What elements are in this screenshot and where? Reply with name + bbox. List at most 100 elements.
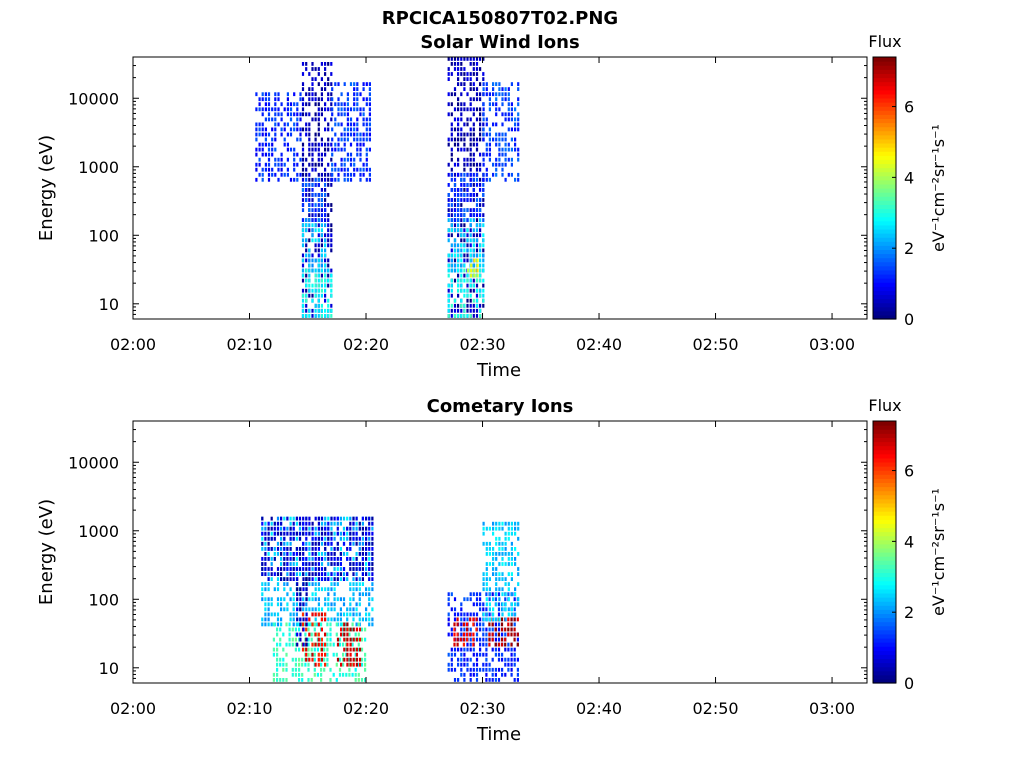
colorbar-step <box>873 474 896 479</box>
flux-cell <box>283 541 286 546</box>
flux-cell <box>276 582 280 586</box>
flux-cell <box>299 597 302 602</box>
flux-cell <box>282 662 285 667</box>
flux-cell <box>327 92 330 97</box>
flux-cell <box>305 102 308 107</box>
flux-cell <box>349 627 352 632</box>
flux-cell <box>352 597 355 602</box>
flux-cell <box>330 617 333 622</box>
flux-cell <box>457 243 460 248</box>
flux-cell <box>492 87 495 91</box>
flux-cell <box>317 557 320 561</box>
flux-cell <box>311 258 314 263</box>
flux-cell <box>355 637 358 642</box>
flux-cell <box>352 557 355 561</box>
flux-cell <box>358 567 361 571</box>
flux-cell <box>457 77 460 81</box>
flux-cell <box>453 107 457 112</box>
flux-cell <box>495 137 498 142</box>
flux-cell <box>336 521 339 526</box>
flux-cell <box>324 521 327 526</box>
flux-cell <box>469 678 472 682</box>
flux-cell <box>264 612 267 617</box>
flux-cell <box>463 198 466 202</box>
flux-cell <box>488 147 491 152</box>
flux-cell <box>343 142 346 147</box>
flux-cell <box>466 162 469 167</box>
flux-cell <box>299 137 302 142</box>
flux-cell <box>472 637 475 642</box>
flux-cell <box>292 562 295 566</box>
flux-cell <box>469 152 472 157</box>
flux-cell <box>346 531 349 536</box>
flux-cell <box>475 278 479 283</box>
flux-cell <box>317 177 320 182</box>
flux-cell <box>472 592 475 597</box>
colorbar-step <box>873 200 896 205</box>
flux-cell <box>466 243 469 248</box>
flux-cell <box>469 283 472 288</box>
flux-cell <box>317 607 320 612</box>
flux-cell <box>501 122 504 127</box>
flux-cell <box>450 253 453 258</box>
flux-cell <box>485 152 488 157</box>
plot-frame <box>132 56 868 320</box>
flux-cell <box>308 137 311 142</box>
flux-cell <box>296 162 299 167</box>
colorbar-frame <box>872 56 897 320</box>
flux-cell <box>295 562 298 566</box>
flux-cell <box>289 117 293 122</box>
flux-cell <box>491 657 494 662</box>
flux-cell <box>333 516 336 521</box>
flux-cell <box>507 592 510 597</box>
flux-cell <box>307 667 310 672</box>
flux-cell <box>475 253 479 258</box>
flux-cell <box>296 122 299 127</box>
flux-cell <box>482 541 485 546</box>
flux-cell <box>469 253 472 258</box>
flux-cell <box>498 552 501 556</box>
flux-cell <box>327 516 330 521</box>
flux-cell <box>274 112 277 117</box>
flux-cell <box>342 662 345 667</box>
flux-cell <box>482 243 485 248</box>
flux-cell <box>482 253 485 258</box>
flux-cell <box>332 652 335 657</box>
flux-cell <box>447 308 450 313</box>
y-axis-label: Energy (eV) <box>36 135 57 241</box>
flux-cell <box>324 288 327 293</box>
flux-cell <box>340 102 343 107</box>
flux-cell <box>305 567 308 571</box>
flux-cell <box>453 627 456 632</box>
x-tick-label: 02:30 <box>459 699 505 718</box>
flux-cell <box>346 572 349 576</box>
flux-cell <box>298 622 301 627</box>
flux-cell <box>261 562 264 566</box>
flux-cell <box>331 137 334 142</box>
flux-cell <box>291 672 294 677</box>
flux-cell <box>466 303 469 308</box>
flux-cell <box>308 597 311 602</box>
flux-cell <box>513 662 516 667</box>
flux-cell <box>314 547 317 551</box>
flux-cell <box>320 303 323 308</box>
colorbar-step <box>873 457 896 463</box>
flux-cell <box>517 526 520 531</box>
flux-cell <box>327 298 330 303</box>
flux-cell <box>301 183 305 187</box>
flux-cell <box>324 273 327 278</box>
flux-cell <box>324 278 327 283</box>
x-tick-label: 02:00 <box>110 335 156 354</box>
flux-cell <box>466 612 469 617</box>
flux-cell <box>365 82 368 86</box>
colorbar-step <box>873 171 896 177</box>
flux-cell <box>280 562 283 566</box>
flux-cell <box>371 531 374 536</box>
flux-cell <box>301 288 305 293</box>
flux-cell <box>286 516 289 521</box>
flux-cell <box>457 248 460 253</box>
flux-cell <box>472 238 475 243</box>
flux-cell <box>264 607 267 612</box>
x-axis-label: Time <box>476 360 521 381</box>
flux-cell <box>308 228 311 233</box>
